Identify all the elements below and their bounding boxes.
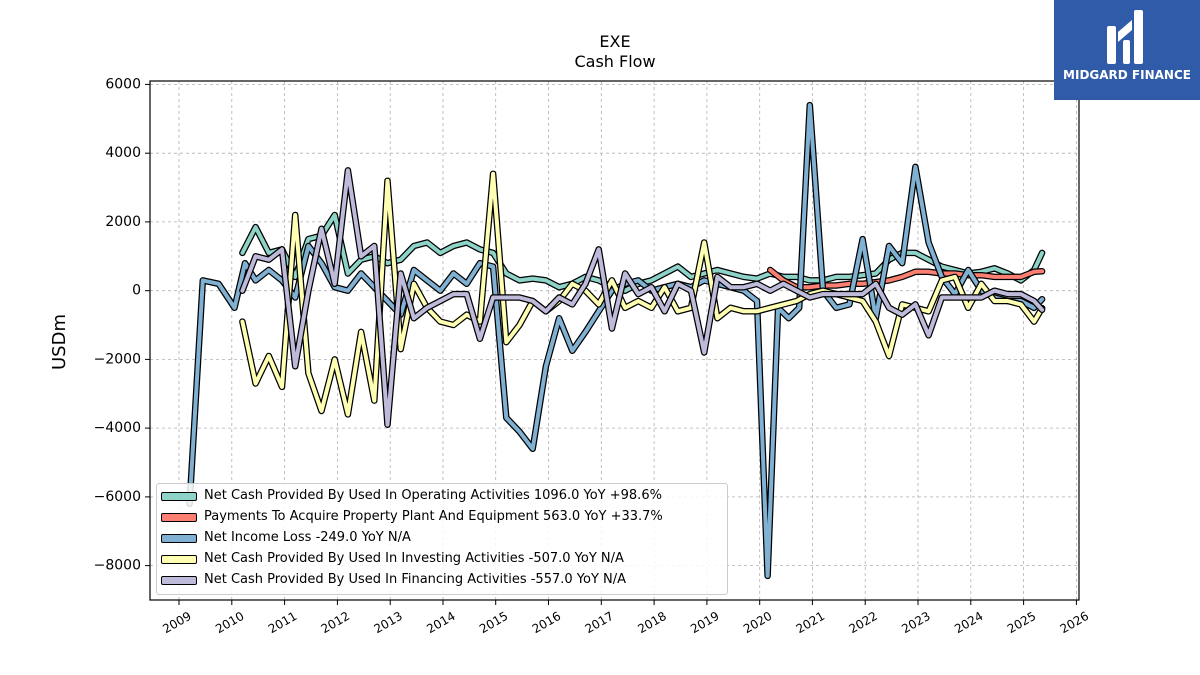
series-financing [239, 167, 1046, 428]
legend-item-net-income: Net Income Loss -249.0 YoY N/A [157, 528, 727, 549]
brand-name: MIDGARD FINANCE [1063, 68, 1191, 82]
legend-swatch-net-income [161, 534, 197, 543]
x-tick-label: 2009 [160, 609, 193, 636]
legend-item-operating: Net Cash Provided By Used In Operating A… [157, 486, 727, 507]
x-tick-label: 2017 [583, 609, 616, 636]
legend-label-investing: Net Cash Provided By Used In Investing A… [204, 551, 624, 566]
midgard-logo-icon [1107, 10, 1143, 64]
legend-swatch-operating [161, 492, 197, 501]
y-tick-label: −8000 [94, 558, 141, 574]
y-tick-label: −4000 [94, 420, 141, 436]
y-tick-label: 4000 [105, 145, 141, 161]
legend-item-capex: Payments To Acquire Property Plant And E… [157, 507, 727, 528]
legend-swatch-financing [161, 576, 197, 585]
y-tick-label: 2000 [105, 214, 141, 230]
plot-frame [149, 80, 1080, 601]
x-tick-label: 2018 [635, 609, 668, 636]
y-tick-label: 0 [132, 283, 141, 299]
x-tick-label: 2012 [319, 609, 352, 636]
legend-label-capex: Payments To Acquire Property Plant And E… [204, 509, 663, 524]
legend-label-net-income: Net Income Loss -249.0 YoY N/A [204, 530, 411, 545]
y-tick-label: −2000 [94, 351, 141, 367]
x-tick-label: 2021 [794, 609, 827, 636]
legend-swatch-investing [161, 555, 197, 564]
y-tick-label: 6000 [105, 76, 141, 92]
y-axis-label: USDm [49, 314, 70, 370]
x-tick-label: 2013 [371, 609, 404, 636]
series-capex [766, 266, 1046, 291]
x-tick-label: 2016 [530, 609, 563, 636]
series-line-capex [768, 268, 1045, 290]
x-tick-label: 2020 [741, 609, 774, 636]
x-tick-label: 2014 [424, 609, 457, 636]
x-tick-label: 2022 [846, 609, 879, 636]
y-tick-label: −6000 [94, 489, 141, 505]
x-tick-label: 2026 [1058, 609, 1091, 636]
series-line-financing [240, 168, 1045, 427]
x-tick-label: 2011 [266, 609, 299, 636]
series-lines [186, 101, 1046, 580]
chart-title: EXE [599, 32, 630, 51]
legend-swatch-capex [161, 513, 197, 522]
x-tick-label: 2025 [1005, 609, 1038, 636]
x-tick-label: 2024 [952, 609, 985, 636]
chart-legend: Net Cash Provided By Used In Operating A… [156, 483, 728, 595]
chart-subtitle: Cash Flow [574, 52, 655, 71]
legend-label-financing: Net Cash Provided By Used In Financing A… [204, 572, 627, 587]
legend-label-operating: Net Cash Provided By Used In Operating A… [204, 488, 662, 503]
legend-item-financing: Net Cash Provided By Used In Financing A… [157, 570, 727, 591]
x-tick-label: 2010 [213, 609, 246, 636]
legend-item-investing: Net Cash Provided By Used In Investing A… [157, 549, 727, 570]
x-tick-label: 2023 [899, 609, 932, 636]
x-tick-label: 2019 [688, 609, 721, 636]
x-tick-label: 2015 [477, 609, 510, 636]
brand-logo: MIDGARD FINANCE [1054, 0, 1200, 100]
